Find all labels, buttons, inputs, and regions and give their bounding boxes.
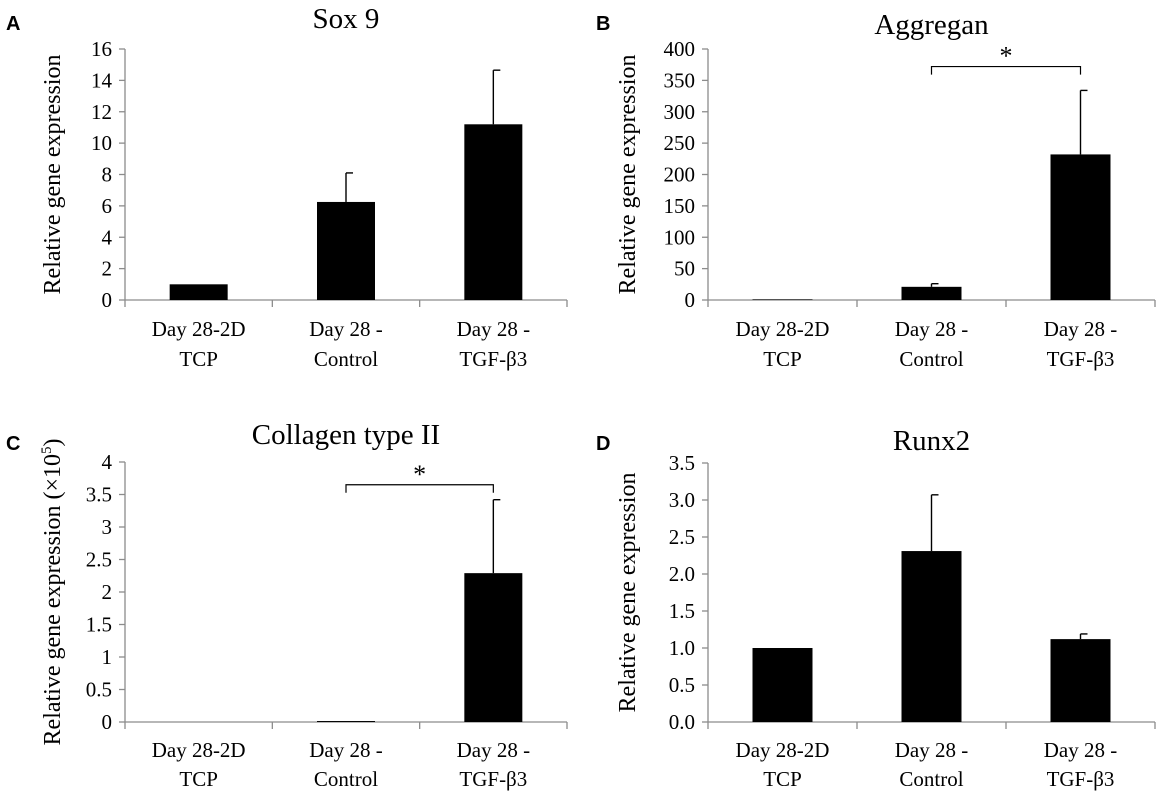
x-category-label: TCP [763,347,802,371]
bar [901,286,962,300]
y-tick-label: 2.5 [669,525,695,549]
y-tick-label: 0.0 [669,710,695,734]
bar [1050,639,1111,722]
y-tick-label: 0 [102,288,113,312]
y-axis-label: Relative gene expression (×105) [39,439,66,746]
panel-letter: A [6,13,20,35]
panel-c: C Collagen type II Relative gene expressi… [6,419,568,791]
panel-b: B Aggregan Relative gene expression 0 50 100… [596,9,1156,371]
panel-a: A Sox 9 Relative gene expression 0 2 4 6 8 10 12… [6,3,568,371]
y-tick-label: 250 [664,131,696,155]
y-tick-label: 300 [664,100,696,124]
panel-d: D Runx2 Relative gene expression 0.0 0.5 1.0… [596,425,1156,791]
y-tick-label: 2.5 [86,548,112,572]
bar [1050,154,1111,300]
x-category-label: TCP [179,767,218,791]
x-category-label: Day 28 - [895,738,968,762]
y-tick-label: 0.5 [86,678,112,702]
y-tick-label: 12 [91,100,112,124]
y-tick-label: 150 [664,194,696,218]
y-tick-label: 100 [664,225,696,249]
y-tick-label: 1.0 [669,636,695,660]
x-category-label: Day 28 - [1044,317,1117,341]
x-category-label: TCP [179,347,218,371]
x-category-label: TCP [763,767,802,791]
significance-bracket [345,484,494,493]
y-tick-label: 1.5 [86,613,112,637]
bar [752,299,813,300]
y-axis-label: Relative gene expression [40,55,66,295]
y-tick-label: 3.5 [669,451,695,475]
bar [464,573,523,722]
significance-bracket [930,65,1082,75]
y-axis-label: Relative gene expression [615,473,641,713]
chart-title: Sox 9 [313,3,380,35]
y-tick-label: 4 [102,225,113,249]
x-category-label: Day 28 - [309,317,382,341]
bar [464,124,523,300]
y-tick-label: 50 [674,257,695,281]
y-tick-label: 1.5 [669,599,695,623]
panel-letter: C [6,433,20,455]
y-tick-label: 10 [91,131,112,155]
x-category-label: Control [314,767,378,791]
bar [901,551,962,722]
y-tick-label: 4 [102,450,113,474]
y-tick-label: 200 [664,163,696,187]
chart-title: Collagen type II [252,419,440,451]
y-tick-label: 2.0 [669,562,695,586]
x-category-label: Day 28 - [309,738,382,762]
y-tick-label: 3.5 [86,483,112,507]
y-tick-label: 14 [91,68,113,92]
chart-title: Aggregan [874,9,989,41]
x-category-label: Control [899,767,963,791]
bar [317,721,375,722]
x-category-label: Day 28-2D [736,317,830,341]
y-tick-label: 0 [102,710,113,734]
y-tick-label: 1 [102,645,113,669]
bar [752,648,813,722]
panel-letter: D [596,433,610,455]
y-tick-label: 8 [102,163,113,187]
y-tick-label: 2 [102,580,113,604]
x-category-label: TGF-β3 [459,347,527,371]
y-tick-label: 350 [664,68,696,92]
x-category-label: TGF-β3 [1047,347,1115,371]
panel-letter: B [596,13,610,35]
y-tick-label: 0 [685,288,696,312]
y-axis-label: Relative gene expression [615,55,641,295]
x-category-label: Day 28-2D [736,738,830,762]
y-tick-label: 3 [102,515,113,539]
x-category-label: Day 28 - [1044,738,1117,762]
significance-star: * [413,460,426,489]
bar [317,201,375,300]
y-tick-label: 16 [91,37,112,61]
x-category-label: Control [899,347,963,371]
x-category-label: TGF-β3 [459,767,527,791]
x-category-label: Day 28-2D [152,317,246,341]
y-tick-label: 3.0 [669,488,695,512]
y-tick-label: 400 [664,37,696,61]
y-tick-label: 6 [102,194,113,218]
chart-title: Runx2 [893,425,970,457]
x-category-label: Control [314,347,378,371]
x-category-label: Day 28 - [457,738,530,762]
bar [169,284,228,300]
significance-star: * [1000,42,1013,71]
y-tick-label: 2 [102,257,113,281]
x-category-label: TGF-β3 [1047,767,1115,791]
y-tick-label: 0.5 [669,673,695,697]
x-category-label: Day 28-2D [152,738,246,762]
x-category-label: Day 28 - [457,317,530,341]
x-category-label: Day 28 - [895,317,968,341]
